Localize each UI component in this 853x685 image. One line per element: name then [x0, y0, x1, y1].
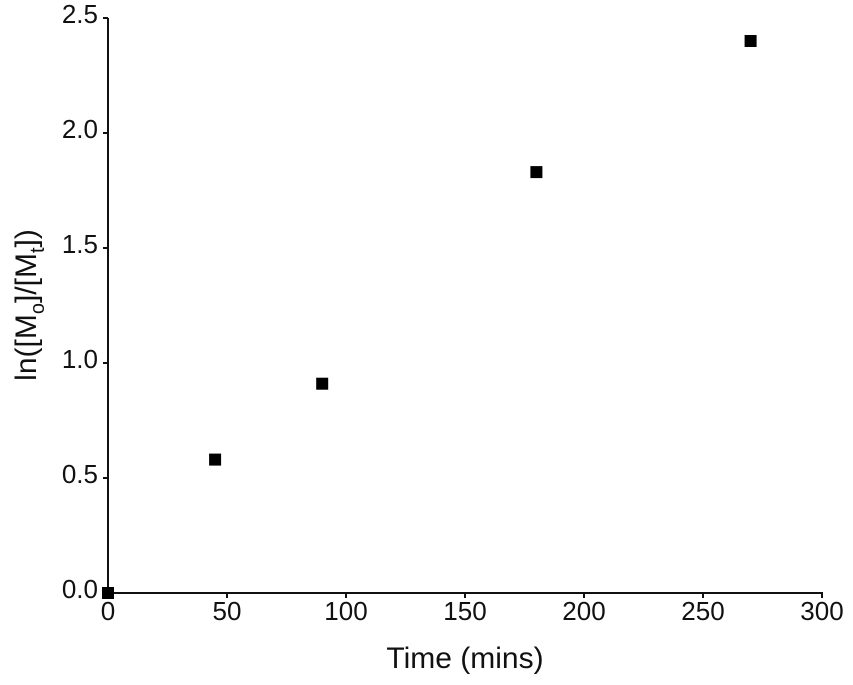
x-tick-label: 250	[681, 596, 724, 626]
x-tick-label: 100	[324, 596, 367, 626]
y-tick-label: 0.5	[62, 459, 98, 489]
x-tick-label: 0	[101, 596, 115, 626]
y-axis-label-part: ])	[10, 229, 43, 247]
x-tick-label: 200	[562, 596, 605, 626]
x-tick-label: 300	[800, 596, 843, 626]
y-tick-label: 1.0	[62, 344, 98, 374]
point	[209, 453, 222, 466]
y-axis-label-part: ln([M	[10, 314, 43, 381]
y-axis-label-part: t	[27, 247, 49, 253]
y-axis-label-part: ]/[M	[10, 253, 43, 303]
point	[316, 377, 329, 390]
y-axis-label-part: o	[27, 303, 49, 314]
x-tick-label: 50	[213, 596, 242, 626]
y-axis-label: ln([Mo]/[Mt])	[10, 229, 49, 381]
point	[530, 166, 543, 179]
y-tick-label: 0.0	[62, 574, 98, 604]
y-tick-label: 2.0	[62, 114, 98, 144]
point	[744, 35, 757, 47]
y-tick-label: 1.5	[62, 229, 98, 259]
x-axis-label: Time (mins)	[386, 642, 543, 675]
y-tick-label: 2.5	[62, 0, 98, 29]
point	[102, 587, 114, 599]
x-tick-label: 150	[443, 596, 486, 626]
